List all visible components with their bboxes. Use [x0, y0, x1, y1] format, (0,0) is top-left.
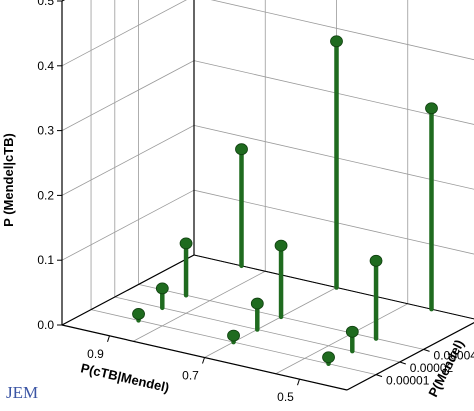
- stem-layer: [132, 35, 438, 367]
- stem-marker: [179, 237, 193, 250]
- axis-line: [61, 254, 195, 326]
- stem-marker: [250, 297, 264, 310]
- z-tick-label: 0.4: [37, 59, 54, 73]
- stem-marker: [132, 308, 145, 320]
- tick-layer: 0.00.10.20.30.40.50.90.70.50.000010.0000…: [37, 0, 474, 404]
- y-tick-mark: [375, 374, 383, 378]
- gridline: [133, 270, 266, 342]
- z-axis-label: P (Mendel|cTB): [1, 133, 16, 227]
- gridline: [61, 125, 195, 196]
- x-tick-mark: [107, 335, 110, 342]
- y-tick-label: 0.00002: [410, 361, 454, 375]
- x-axis-label: P(cTB|Mendel): [79, 360, 170, 395]
- journal-logo: JEM: [6, 383, 38, 402]
- stem-marker: [369, 254, 383, 267]
- x-tick-label: 0.5: [277, 390, 294, 404]
- y-tick-mark: [399, 361, 406, 365]
- y-tick-label: 0.00001: [386, 374, 430, 388]
- stem-marker: [425, 102, 438, 115]
- gridline: [61, 0, 187, 67]
- x-tick-label: 0.7: [182, 369, 199, 383]
- gridline: [61, 0, 65, 2]
- stem-marker: [274, 239, 288, 252]
- z-tick-label: 0.2: [37, 188, 54, 202]
- stem-marker: [330, 35, 343, 48]
- stem-marker: [235, 143, 248, 156]
- gridline: [61, 60, 195, 131]
- y-tick-label: 0.00004: [434, 348, 474, 362]
- z-tick-label: 0.0: [37, 318, 54, 332]
- gridline: [210, 0, 474, 61]
- x-tick-label: 0.9: [87, 347, 104, 361]
- gridline: [275, 303, 408, 375]
- z-tick-label: 0.3: [37, 124, 54, 138]
- stem-marker: [227, 329, 240, 342]
- stem-marker: [345, 325, 359, 338]
- stem-marker: [155, 282, 169, 295]
- gridline: [204, 287, 337, 358]
- z-tick-label: 0.5: [37, 0, 54, 8]
- grid-layer: [61, 0, 474, 391]
- axis-line: [61, 0, 66, 2]
- axis-line: [346, 321, 474, 391]
- stem-marker: [322, 351, 335, 364]
- x-tick-mark: [202, 357, 205, 364]
- x-tick-mark: [297, 379, 300, 386]
- y-tick-mark: [423, 348, 430, 352]
- z-tick-label: 0.1: [37, 253, 54, 267]
- gridline: [61, 189, 195, 261]
